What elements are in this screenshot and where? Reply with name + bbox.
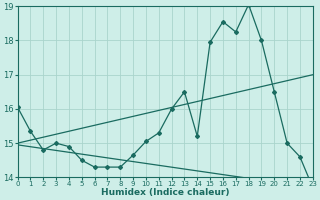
X-axis label: Humidex (Indice chaleur): Humidex (Indice chaleur) [101, 188, 229, 197]
